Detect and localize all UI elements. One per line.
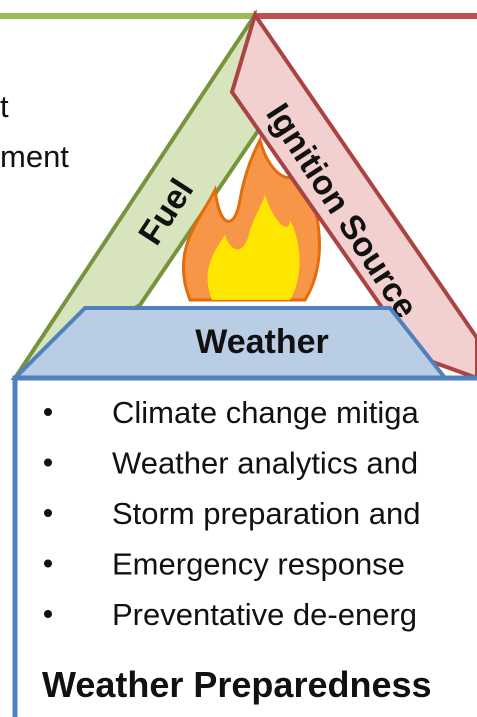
bullet-text: Weather analytics and [112,446,418,481]
bullet-dot [44,509,52,517]
page: {"top_text": {"lines": ["t", "ment"]}, "… [0,0,477,717]
bullet-text: Storm preparation and [112,496,420,531]
weather-label: Weather [195,323,329,361]
bullet-text: Climate change mitiga [112,395,419,430]
bullet-dot [44,459,52,467]
bullet-dot [44,408,52,416]
bullet-dot [44,560,52,568]
box-heading: Weather Preparedness [42,664,432,705]
bullet-text: Preventative de-energ [112,597,417,632]
diagram: t ment Fuel Ignition Source Weather Clim… [0,0,477,717]
top-text: t [0,89,9,124]
bullet-text: Emergency response [112,547,405,582]
top-text: ment [0,139,69,174]
bullet-dot [44,610,52,618]
